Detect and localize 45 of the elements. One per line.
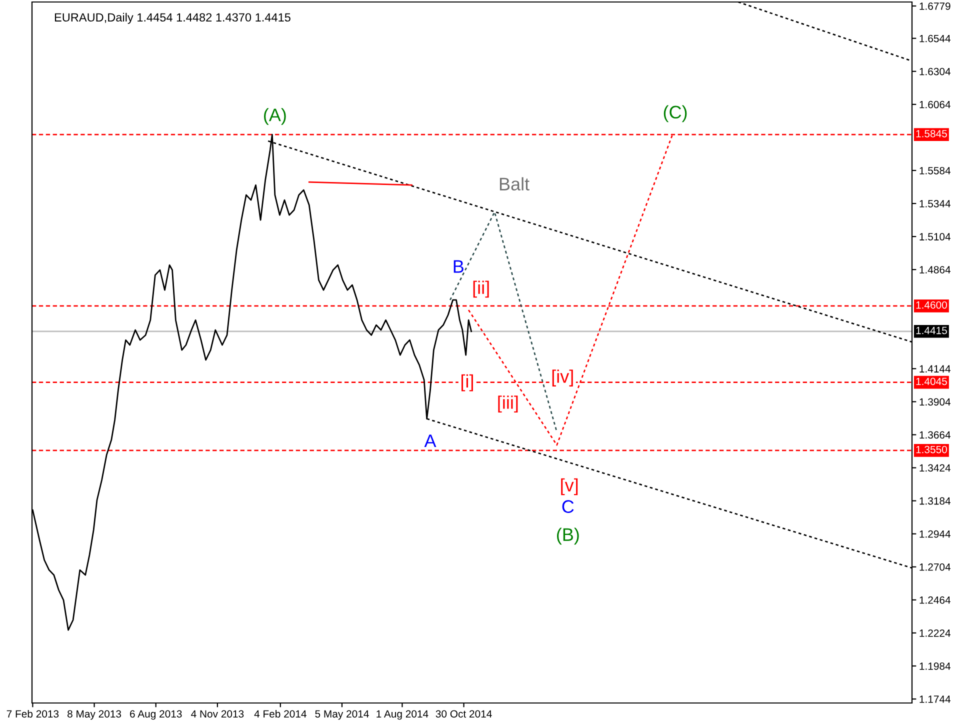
annotation: [ii] bbox=[473, 280, 489, 298]
ref-line-label: 1.4415 bbox=[916, 326, 947, 334]
y-tick-label: 1.6544 bbox=[920, 34, 950, 42]
annotation: Balt bbox=[500, 177, 530, 190]
ref-line-label: 1.4045 bbox=[916, 378, 947, 386]
y-tick-label: 1.2704 bbox=[920, 563, 950, 571]
y-tick-label: 1.6064 bbox=[920, 100, 950, 108]
x-tick-label: 30 Oct 2014 bbox=[436, 710, 492, 718]
y-tick-label: 1.3184 bbox=[920, 497, 950, 505]
annotation: (B) bbox=[557, 528, 579, 545]
annotation: [v] bbox=[561, 478, 578, 496]
annotation: B bbox=[454, 260, 464, 273]
y-tick-label: 1.6779 bbox=[920, 2, 950, 10]
y-tick-label: 1.3424 bbox=[920, 464, 950, 472]
y-tick-label: 1.3664 bbox=[920, 431, 950, 439]
y-tick-label: 1.1744 bbox=[920, 696, 950, 703]
y-tick-label: 1.1984 bbox=[920, 662, 950, 670]
y-tick-label: 1.6304 bbox=[920, 68, 950, 76]
x-tick-label: 8 May 2013 bbox=[68, 710, 122, 720]
annotation: (A) bbox=[264, 108, 286, 125]
ref-line-label: 1.4600 bbox=[916, 301, 947, 309]
y-tick-label: 1.5584 bbox=[920, 166, 950, 174]
y-tick-label: 1.5344 bbox=[920, 200, 950, 208]
y-tick-label: 1.2944 bbox=[920, 530, 950, 538]
annotation: (C) bbox=[664, 105, 687, 122]
y-tick-label: 1.5104 bbox=[920, 233, 950, 240]
x-tick-label: 1 Aug 2014 bbox=[376, 710, 428, 720]
annotation: [iii] bbox=[498, 396, 518, 412]
ref-line-label: 1.5845 bbox=[916, 130, 947, 138]
y-tick-label: 1.4864 bbox=[920, 266, 950, 274]
text: EURAUD,Daily 1.4454 1.4482 1.4370 1.4415 bbox=[54, 12, 290, 24]
annotation: [i] bbox=[461, 374, 473, 392]
x-tick-label: 4 Feb 2014 bbox=[254, 710, 306, 718]
annotation: [iv] bbox=[552, 370, 573, 386]
x-tick-label: 5 May 2014 bbox=[315, 710, 369, 720]
annotation: A bbox=[424, 434, 436, 448]
x-tick-label: 7 Feb 2013 bbox=[6, 710, 59, 718]
x-tick-label: 4 Nov 2013 bbox=[191, 710, 244, 718]
y-tick-label: 1.2224 bbox=[920, 629, 950, 637]
annotation: C bbox=[562, 500, 574, 513]
x-tick-label: 6 Aug 2013 bbox=[130, 710, 182, 720]
y-tick-label: 1.3904 bbox=[920, 398, 950, 406]
y-tick-label: 1.2464 bbox=[920, 596, 950, 604]
y-tick-label: 1.4144 bbox=[920, 365, 950, 372]
ref-line-label: 1.3550 bbox=[916, 446, 947, 454]
